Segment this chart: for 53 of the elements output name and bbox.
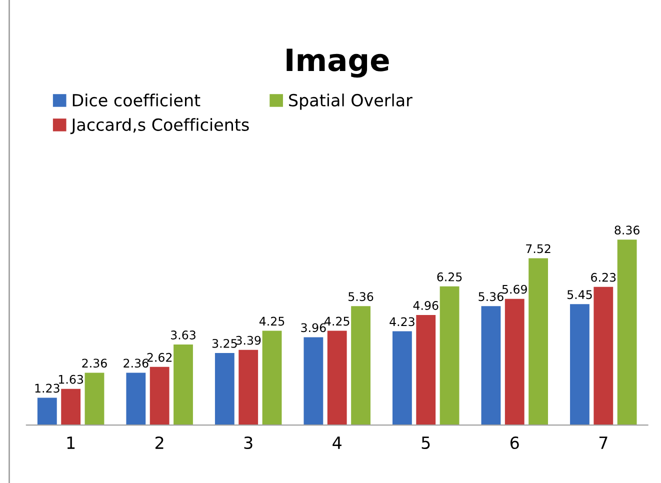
bar	[37, 398, 57, 426]
x-tick-label: 1	[67, 436, 75, 449]
bar	[594, 286, 614, 426]
data-label: 6.25	[437, 272, 462, 282]
x-tick-label: 2	[156, 436, 164, 449]
data-label: 8.36	[614, 226, 640, 235]
bar	[416, 315, 436, 426]
bar	[481, 306, 501, 426]
bar	[528, 258, 548, 426]
x-tick-label: 4	[332, 436, 342, 449]
data-label: 4.23	[390, 317, 414, 326]
data-label: 1.23	[35, 384, 60, 393]
data-label: 3.39	[236, 336, 261, 345]
data-label: 5.36	[478, 292, 504, 302]
legend-label: Jaccard,s Coefficients	[70, 118, 249, 134]
bar	[392, 331, 412, 426]
bar	[126, 372, 146, 426]
x-tick-label: 7	[599, 436, 608, 449]
data-label: 2.36	[124, 358, 148, 368]
bar	[61, 388, 81, 426]
legend-label: Dice coefficient	[72, 94, 200, 107]
data-label: 1.63	[58, 374, 84, 384]
data-label: 4.25	[324, 316, 350, 326]
legend-label: Spatial Overlar	[289, 94, 412, 110]
data-label: 2.62	[147, 352, 172, 362]
bar	[327, 330, 347, 426]
data-label: 3.63	[171, 330, 196, 340]
data-label: 5.45	[567, 290, 592, 300]
bar	[504, 298, 524, 426]
x-tick-label: 6	[510, 436, 519, 450]
data-label: 2.36	[82, 358, 107, 368]
chart-title: Image	[286, 48, 389, 78]
bar	[351, 306, 370, 426]
bar	[440, 286, 460, 426]
bar	[617, 240, 637, 426]
bar	[150, 366, 170, 426]
data-label: 4.96	[413, 301, 438, 310]
data-label: 3.96	[301, 323, 326, 332]
data-label: 6.23	[591, 272, 616, 282]
bar	[238, 350, 258, 426]
bar	[174, 344, 193, 426]
bar	[84, 372, 104, 426]
data-label: 4.25	[259, 316, 284, 326]
data-label: 5.36	[348, 292, 374, 302]
bar	[262, 330, 282, 426]
data-label: 7.52	[526, 244, 550, 254]
x-tick-label: 5	[422, 436, 430, 450]
bar	[214, 352, 234, 426]
x-tick-label: 3	[244, 436, 252, 450]
bar	[304, 337, 324, 426]
bar	[570, 304, 590, 426]
data-label: 5.69	[502, 284, 527, 294]
data-label: 3.25	[212, 338, 237, 348]
